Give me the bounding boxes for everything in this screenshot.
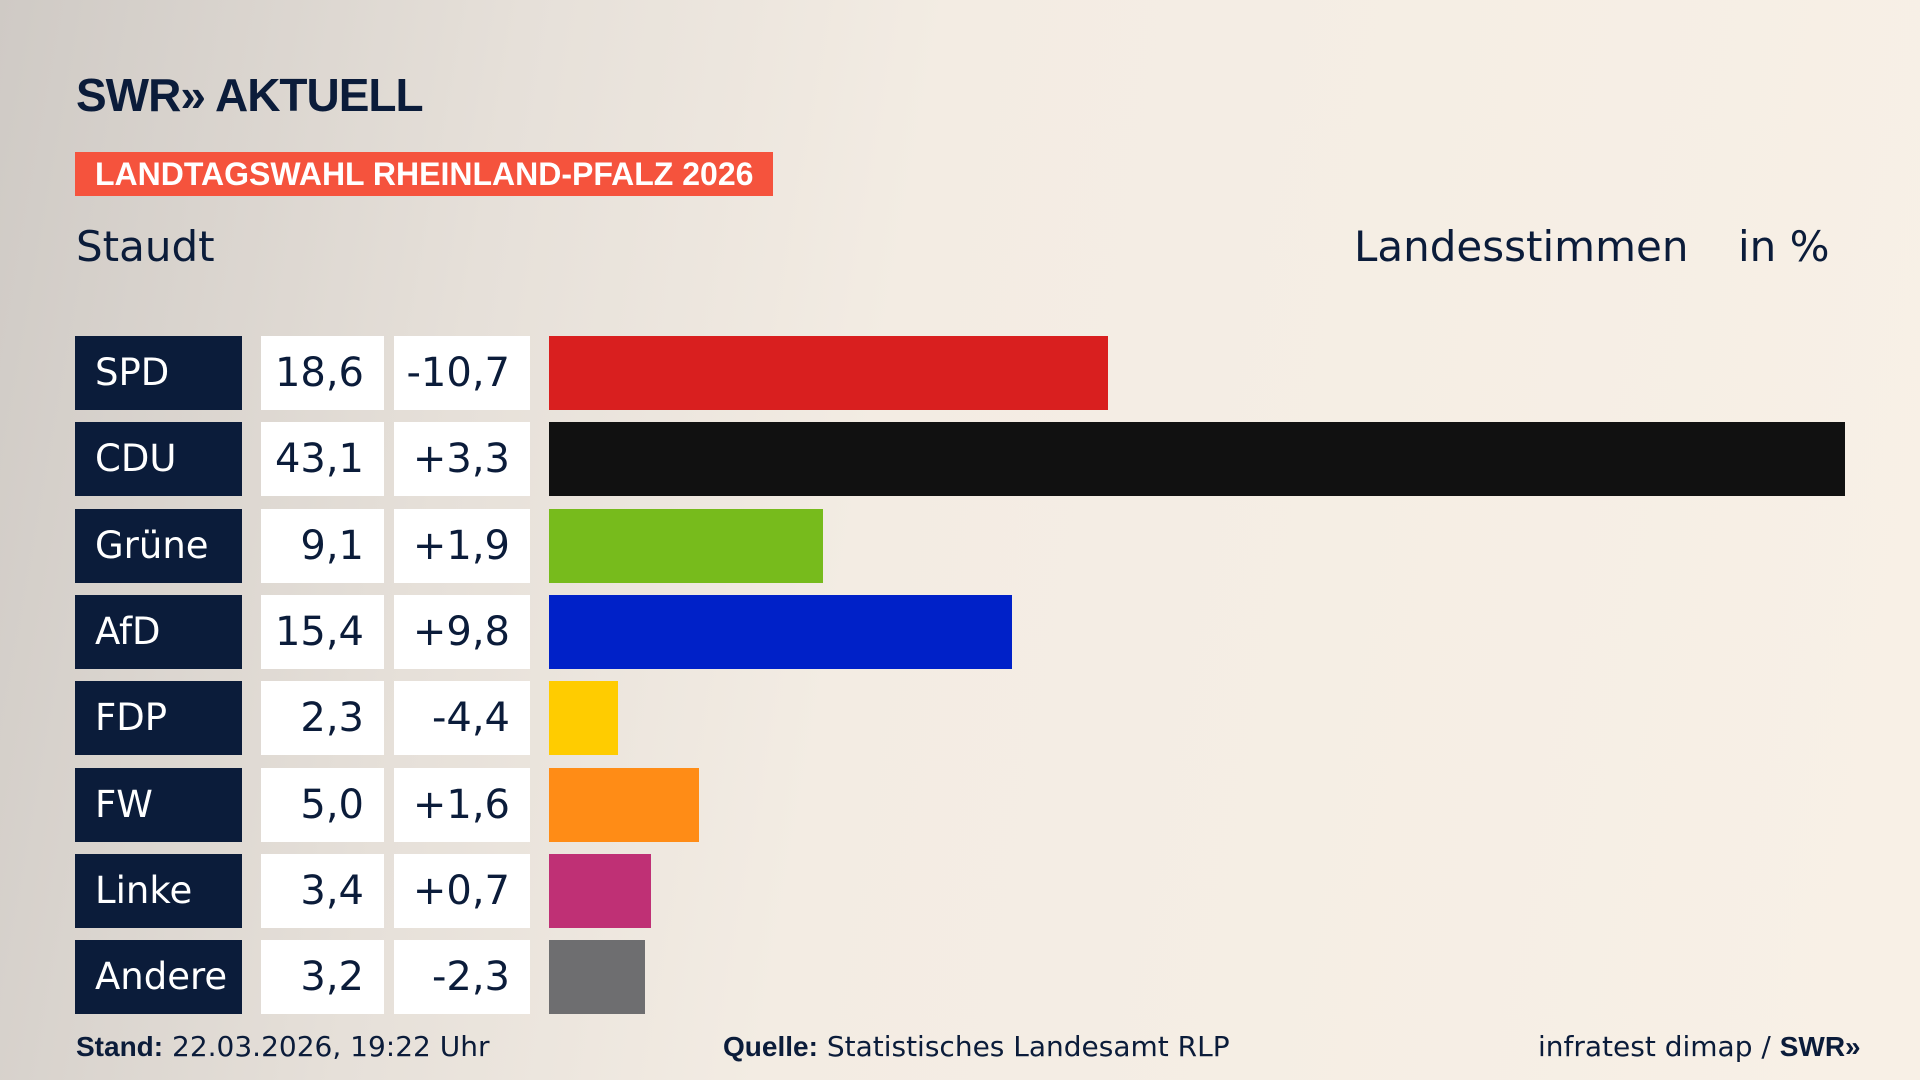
vote-share: 18,6 (261, 336, 384, 410)
party-label: FW (75, 767, 242, 842)
party-label: CDU (75, 422, 242, 497)
election-badge: LANDTAGSWAHL RHEINLAND-PFALZ 2026 (75, 152, 774, 196)
credit: infratest dimap / SWR» (1538, 1030, 1861, 1063)
district-name: Staudt (76, 222, 215, 271)
party-row: SPD 18,6 -10,7 (0, 336, 1920, 410)
party-row: FDP 2,3 -4,4 (0, 681, 1920, 756)
unit-label: in % (1738, 222, 1830, 271)
party-label: FDP (75, 681, 242, 756)
stand-value: 22.03.2026, 19:22 Uhr (163, 1030, 490, 1063)
party-row: AfD 15,4 +9,8 (0, 594, 1920, 669)
bar-linke (549, 853, 652, 928)
party-row: FW 5,0 +1,6 (0, 767, 1920, 842)
party-row: CDU 43,1 +3,3 (0, 422, 1920, 497)
timestamp: Stand: 22.03.2026, 19:22 Uhr (76, 1030, 489, 1063)
vote-change: +3,3 (394, 422, 530, 497)
vote-share: 15,4 (261, 594, 384, 669)
bar-fw (549, 767, 700, 842)
party-label: Grüne (75, 508, 242, 583)
vote-change: -10,7 (394, 336, 530, 410)
party-label: SPD (75, 336, 242, 410)
party-label: Linke (75, 853, 242, 928)
party-label: Andere (75, 940, 242, 1015)
bar-afd (549, 594, 1013, 669)
bar-andere (549, 940, 646, 1015)
bar-grüne (549, 508, 823, 583)
swr-aktuell-logo: SWR» AKTUELL (76, 69, 424, 121)
source-value: Statistisches Landesamt RLP (817, 1030, 1230, 1063)
vote-change: +9,8 (394, 594, 530, 669)
vote-change: -4,4 (394, 681, 530, 756)
bar-spd (549, 336, 1109, 410)
stand-label: Stand: (76, 1031, 164, 1062)
party-row: Andere 3,2 -2,3 (0, 940, 1920, 1015)
vote-share: 3,4 (261, 853, 384, 928)
credit-text: infratest dimap / (1538, 1030, 1780, 1063)
source-label: Quelle: (723, 1031, 818, 1062)
party-row: Grüne 9,1 +1,9 (0, 508, 1920, 583)
vote-share: 3,2 (261, 940, 384, 1015)
vote-share: 9,1 (261, 508, 384, 583)
measure-label: Landesstimmen (1354, 222, 1689, 271)
vote-change: -2,3 (394, 940, 530, 1015)
vote-change: +1,6 (394, 767, 530, 842)
vote-share: 5,0 (261, 767, 384, 842)
party-row: Linke 3,4 +0,7 (0, 853, 1920, 928)
vote-change: +1,9 (394, 508, 530, 583)
swr-logo: SWR» (1779, 1031, 1861, 1062)
source: Quelle: Statistisches Landesamt RLP (723, 1030, 1230, 1063)
vote-change: +0,7 (394, 853, 530, 928)
bar-cdu (549, 422, 1845, 497)
vote-share: 2,3 (261, 681, 384, 756)
vote-share: 43,1 (261, 422, 384, 497)
bar-fdp (549, 681, 619, 756)
party-label: AfD (75, 594, 242, 669)
